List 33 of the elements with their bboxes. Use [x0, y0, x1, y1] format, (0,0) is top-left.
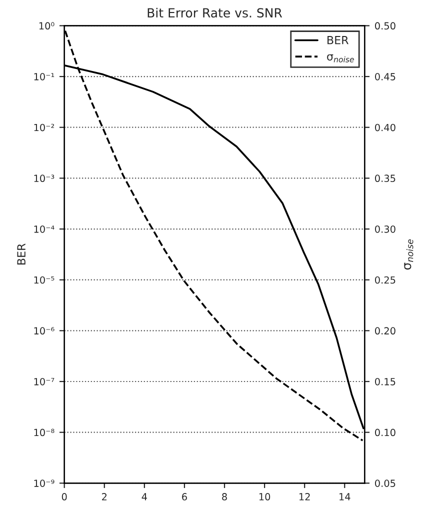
x-tick-label: 2	[102, 493, 107, 500]
legend-label: σ$_{noise}$	[327, 54, 354, 62]
y2-tick-label: 0.25	[375, 276, 396, 284]
y-tick-label: 10⁻⁸	[34, 428, 54, 436]
x-tick-label: 6	[182, 493, 187, 500]
y2-tick-label: 0.05	[375, 480, 396, 487]
y-tick-label: 10⁻⁶	[34, 327, 54, 335]
y2-tick-label: 0.10	[375, 428, 396, 436]
y2-tick-label: 0.15	[375, 378, 396, 386]
x-tick-label: 14	[340, 493, 350, 500]
y-tick-label: 10⁻⁹	[34, 480, 54, 487]
x-tick-label: 10	[259, 493, 270, 500]
y2-tick-label: 0.45	[375, 73, 396, 80]
chart-title: Bit Error Rate vs. SNR	[148, 8, 282, 18]
x-tick-label: 0	[62, 493, 67, 500]
y-tick-label: 10⁻⁴	[34, 225, 54, 233]
y-tick-label: 10⁻³	[34, 174, 54, 182]
y2-axis-title: σ$_{noise}$	[404, 239, 414, 270]
y2-tick-label: 0.35	[375, 174, 396, 182]
x-tick-label: 8	[222, 493, 227, 500]
y2-tick-label: 0.50	[375, 22, 396, 30]
y-tick-label: 10⁻¹	[34, 73, 54, 80]
y2-tick-label: 0.40	[375, 124, 396, 132]
y-tick-label: 10⁻⁷	[34, 378, 54, 386]
y2-tick-label: 0.30	[375, 225, 396, 233]
legend-label: BER	[328, 36, 348, 44]
y-axis-title: BER	[17, 244, 26, 265]
x-tick-label: 4	[142, 493, 147, 500]
y-tick-label: 10⁻⁵	[34, 276, 54, 284]
x-tick-label: 12	[299, 493, 310, 500]
y-tick-label: 10⁻²	[34, 124, 54, 132]
y-tick-label: 10⁰	[39, 22, 54, 30]
y2-tick-label: 0.20	[375, 327, 396, 335]
